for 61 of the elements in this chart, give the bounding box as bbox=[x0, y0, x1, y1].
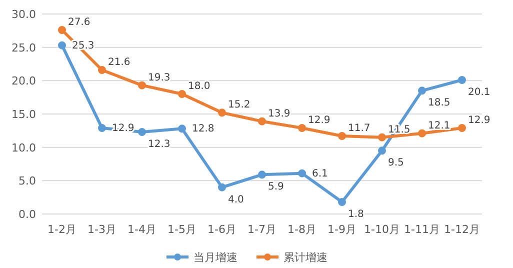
point bbox=[458, 76, 466, 84]
x-tick-label: 1-11月 bbox=[404, 223, 440, 236]
point bbox=[338, 132, 346, 140]
y-tick-label: 20.0 bbox=[12, 74, 36, 88]
data-label: 18.0 bbox=[188, 81, 210, 92]
point bbox=[58, 26, 66, 34]
point bbox=[178, 124, 186, 133]
point bbox=[458, 124, 466, 132]
point bbox=[298, 169, 306, 178]
y-tick-label: 15.0 bbox=[12, 108, 36, 121]
data-label: 11.7 bbox=[348, 123, 370, 134]
legend-label: 当月增速 bbox=[194, 251, 238, 264]
point bbox=[258, 170, 266, 179]
point bbox=[98, 66, 106, 74]
data-label: 6.1 bbox=[312, 168, 328, 180]
data-label: 5.9 bbox=[268, 182, 284, 193]
data-label: 20.1 bbox=[468, 87, 490, 98]
data-label: 21.6 bbox=[108, 57, 130, 68]
y-tick-label: 25.0 bbox=[12, 41, 36, 54]
x-tick-label: 1-7月 bbox=[248, 223, 276, 236]
point bbox=[218, 108, 226, 117]
data-label: 9.5 bbox=[388, 158, 404, 169]
point bbox=[418, 129, 426, 138]
point bbox=[378, 146, 386, 155]
point bbox=[298, 124, 306, 132]
x-tick-label: 1-8月 bbox=[288, 223, 316, 236]
x-tick-label: 1-5月 bbox=[168, 223, 196, 236]
point bbox=[178, 90, 186, 98]
x-tick-label: 1-10月 bbox=[364, 223, 400, 236]
point bbox=[258, 117, 266, 126]
data-label: 15.2 bbox=[228, 100, 250, 111]
data-label: 12.9 bbox=[468, 115, 490, 126]
point bbox=[338, 198, 346, 206]
y-tick-label: 10.0 bbox=[12, 141, 36, 154]
legend-label: 累计增速 bbox=[284, 251, 328, 264]
x-tick-label: 1-4月 bbox=[128, 223, 156, 236]
x-tick-label: 1-12月 bbox=[444, 223, 480, 236]
data-label: 13.9 bbox=[268, 108, 290, 120]
data-label: 4.0 bbox=[228, 194, 244, 206]
x-tick-label: 1-9月 bbox=[328, 223, 356, 236]
data-label: 12.9 bbox=[308, 115, 330, 126]
point bbox=[418, 86, 426, 95]
x-tick-label: 1-6月 bbox=[208, 223, 236, 236]
point bbox=[378, 133, 386, 142]
y-tick-label: 5.0 bbox=[18, 174, 36, 188]
y-tick-label: 0.0 bbox=[18, 208, 36, 221]
point bbox=[58, 41, 66, 50]
point bbox=[218, 183, 226, 192]
data-label: 1.8 bbox=[348, 209, 364, 220]
data-label: 12.3 bbox=[148, 139, 170, 150]
data-label: 12.1 bbox=[428, 120, 450, 132]
data-label: 12.8 bbox=[192, 124, 214, 135]
x-tick-label: 1-3月 bbox=[88, 223, 116, 236]
point bbox=[98, 124, 106, 132]
data-label: 19.3 bbox=[148, 72, 170, 84]
x-tick-label: 1-2月 bbox=[48, 223, 76, 236]
point bbox=[138, 128, 146, 136]
data-label: 18.5 bbox=[428, 98, 450, 109]
data-label: 27.6 bbox=[68, 17, 90, 28]
y-tick-label: 30.0 bbox=[12, 8, 36, 21]
point bbox=[138, 81, 146, 90]
